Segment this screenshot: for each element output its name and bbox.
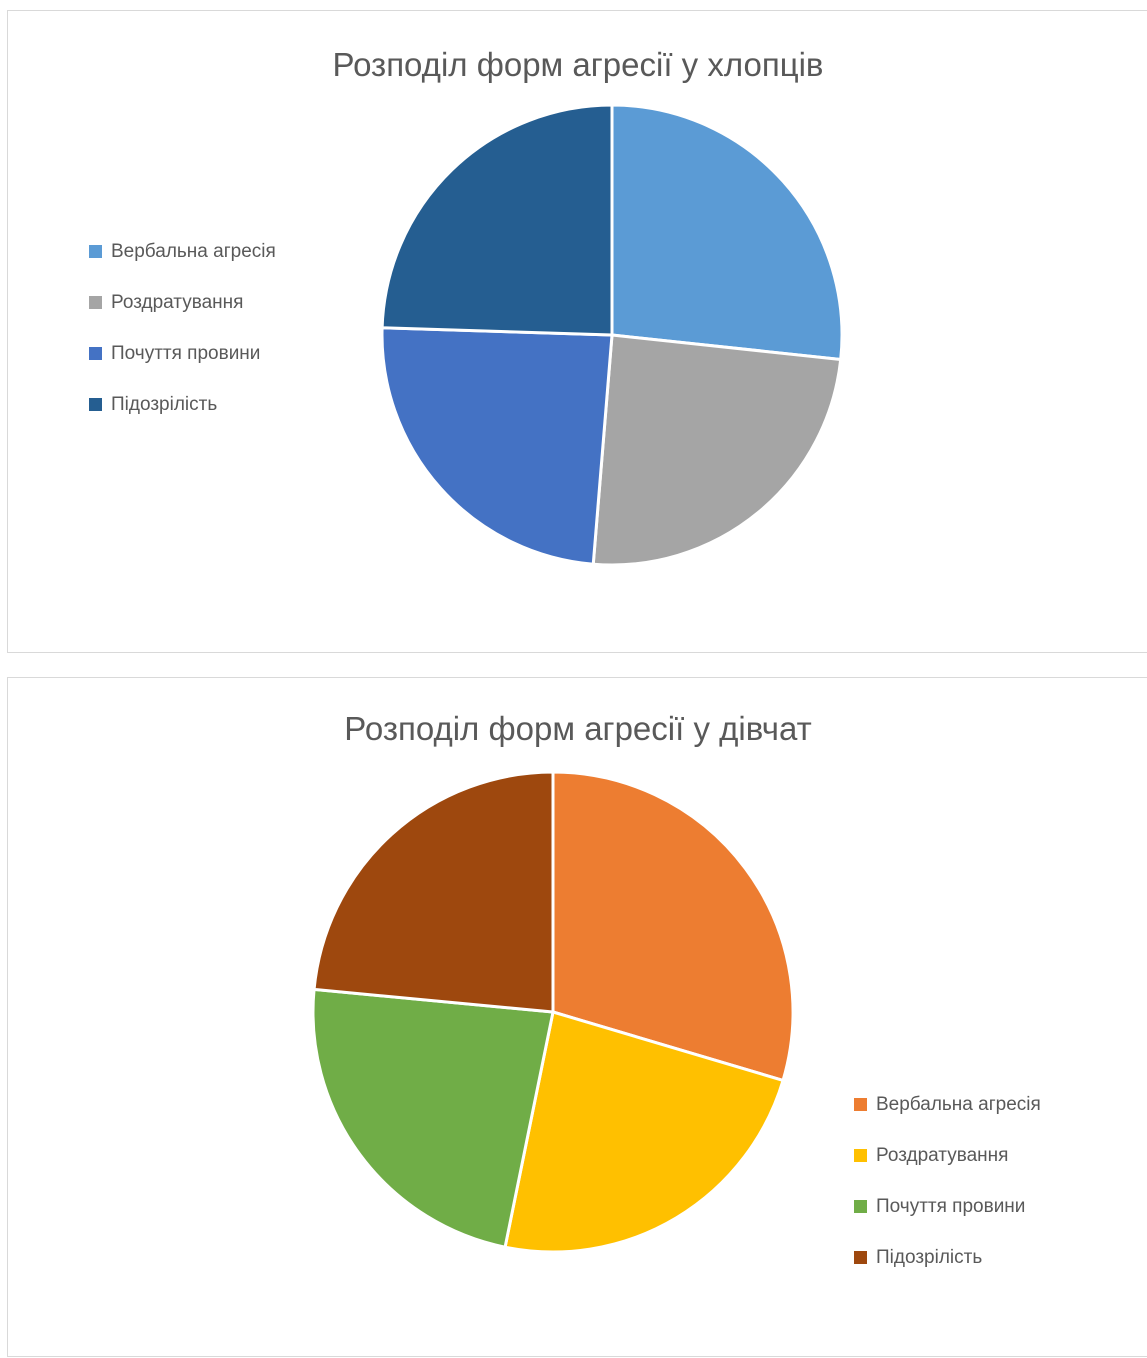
- legend-label: Вербальна агресія: [111, 240, 276, 262]
- legend-item-suspicion: Підозрілість: [89, 379, 276, 430]
- legend-girls: Вербальна агресія Роздратування Почуття …: [854, 1079, 1041, 1283]
- slice-guilt: [311, 987, 555, 1249]
- legend-label: Підозрілість: [111, 393, 218, 415]
- legend-item-irritation: Роздратування: [89, 277, 276, 328]
- legend-label: Підозрілість: [876, 1246, 983, 1268]
- chart-title: Розподіл форм агресії у хлопців: [332, 46, 824, 83]
- legend-swatch: [854, 1098, 867, 1111]
- slice-guilt: [380, 326, 614, 566]
- chart-girls: Розподіл форм агресії у дівчат Вербальна…: [7, 677, 1147, 1357]
- slice-verbal-aggression: [551, 770, 795, 1082]
- legend-swatch: [89, 398, 102, 411]
- legend-item-verbal-aggression: Вербальна агресія: [89, 226, 276, 277]
- legend-label: Роздратування: [111, 291, 244, 313]
- chart-title: Розподіл форм агресії у дівчат: [344, 710, 812, 747]
- legend-swatch: [854, 1251, 867, 1264]
- legend-swatch: [854, 1149, 867, 1162]
- legend-label: Вербальна агресія: [876, 1093, 1041, 1115]
- chart-boys: Розподіл форм агресії у хлопців Вербальн…: [7, 10, 1147, 653]
- legend-swatch: [89, 347, 102, 360]
- legend-label: Почуття провини: [876, 1195, 1026, 1217]
- pie-chart-girls: [311, 770, 795, 1254]
- legend-swatch: [854, 1200, 867, 1213]
- pie-chart-boys: [380, 103, 844, 567]
- slice-suspicion: [380, 103, 614, 337]
- slice-irritation: [591, 333, 843, 567]
- slice-irritation: [503, 1010, 785, 1254]
- legend-label: Роздратування: [876, 1144, 1009, 1166]
- legend-label: Почуття провини: [111, 342, 261, 364]
- legend-item-guilt: Почуття провини: [854, 1181, 1041, 1232]
- legend-item-suspicion: Підозрілість: [854, 1232, 1041, 1283]
- legend-swatch: [89, 245, 102, 258]
- slice-verbal-aggression: [610, 103, 844, 362]
- slice-suspicion: [312, 770, 555, 1014]
- legend-item-irritation: Роздратування: [854, 1130, 1041, 1181]
- legend-item-guilt: Почуття провини: [89, 328, 276, 379]
- legend-boys: Вербальна агресія Роздратування Почуття …: [89, 226, 276, 430]
- legend-item-verbal-aggression: Вербальна агресія: [854, 1079, 1041, 1130]
- legend-swatch: [89, 296, 102, 309]
